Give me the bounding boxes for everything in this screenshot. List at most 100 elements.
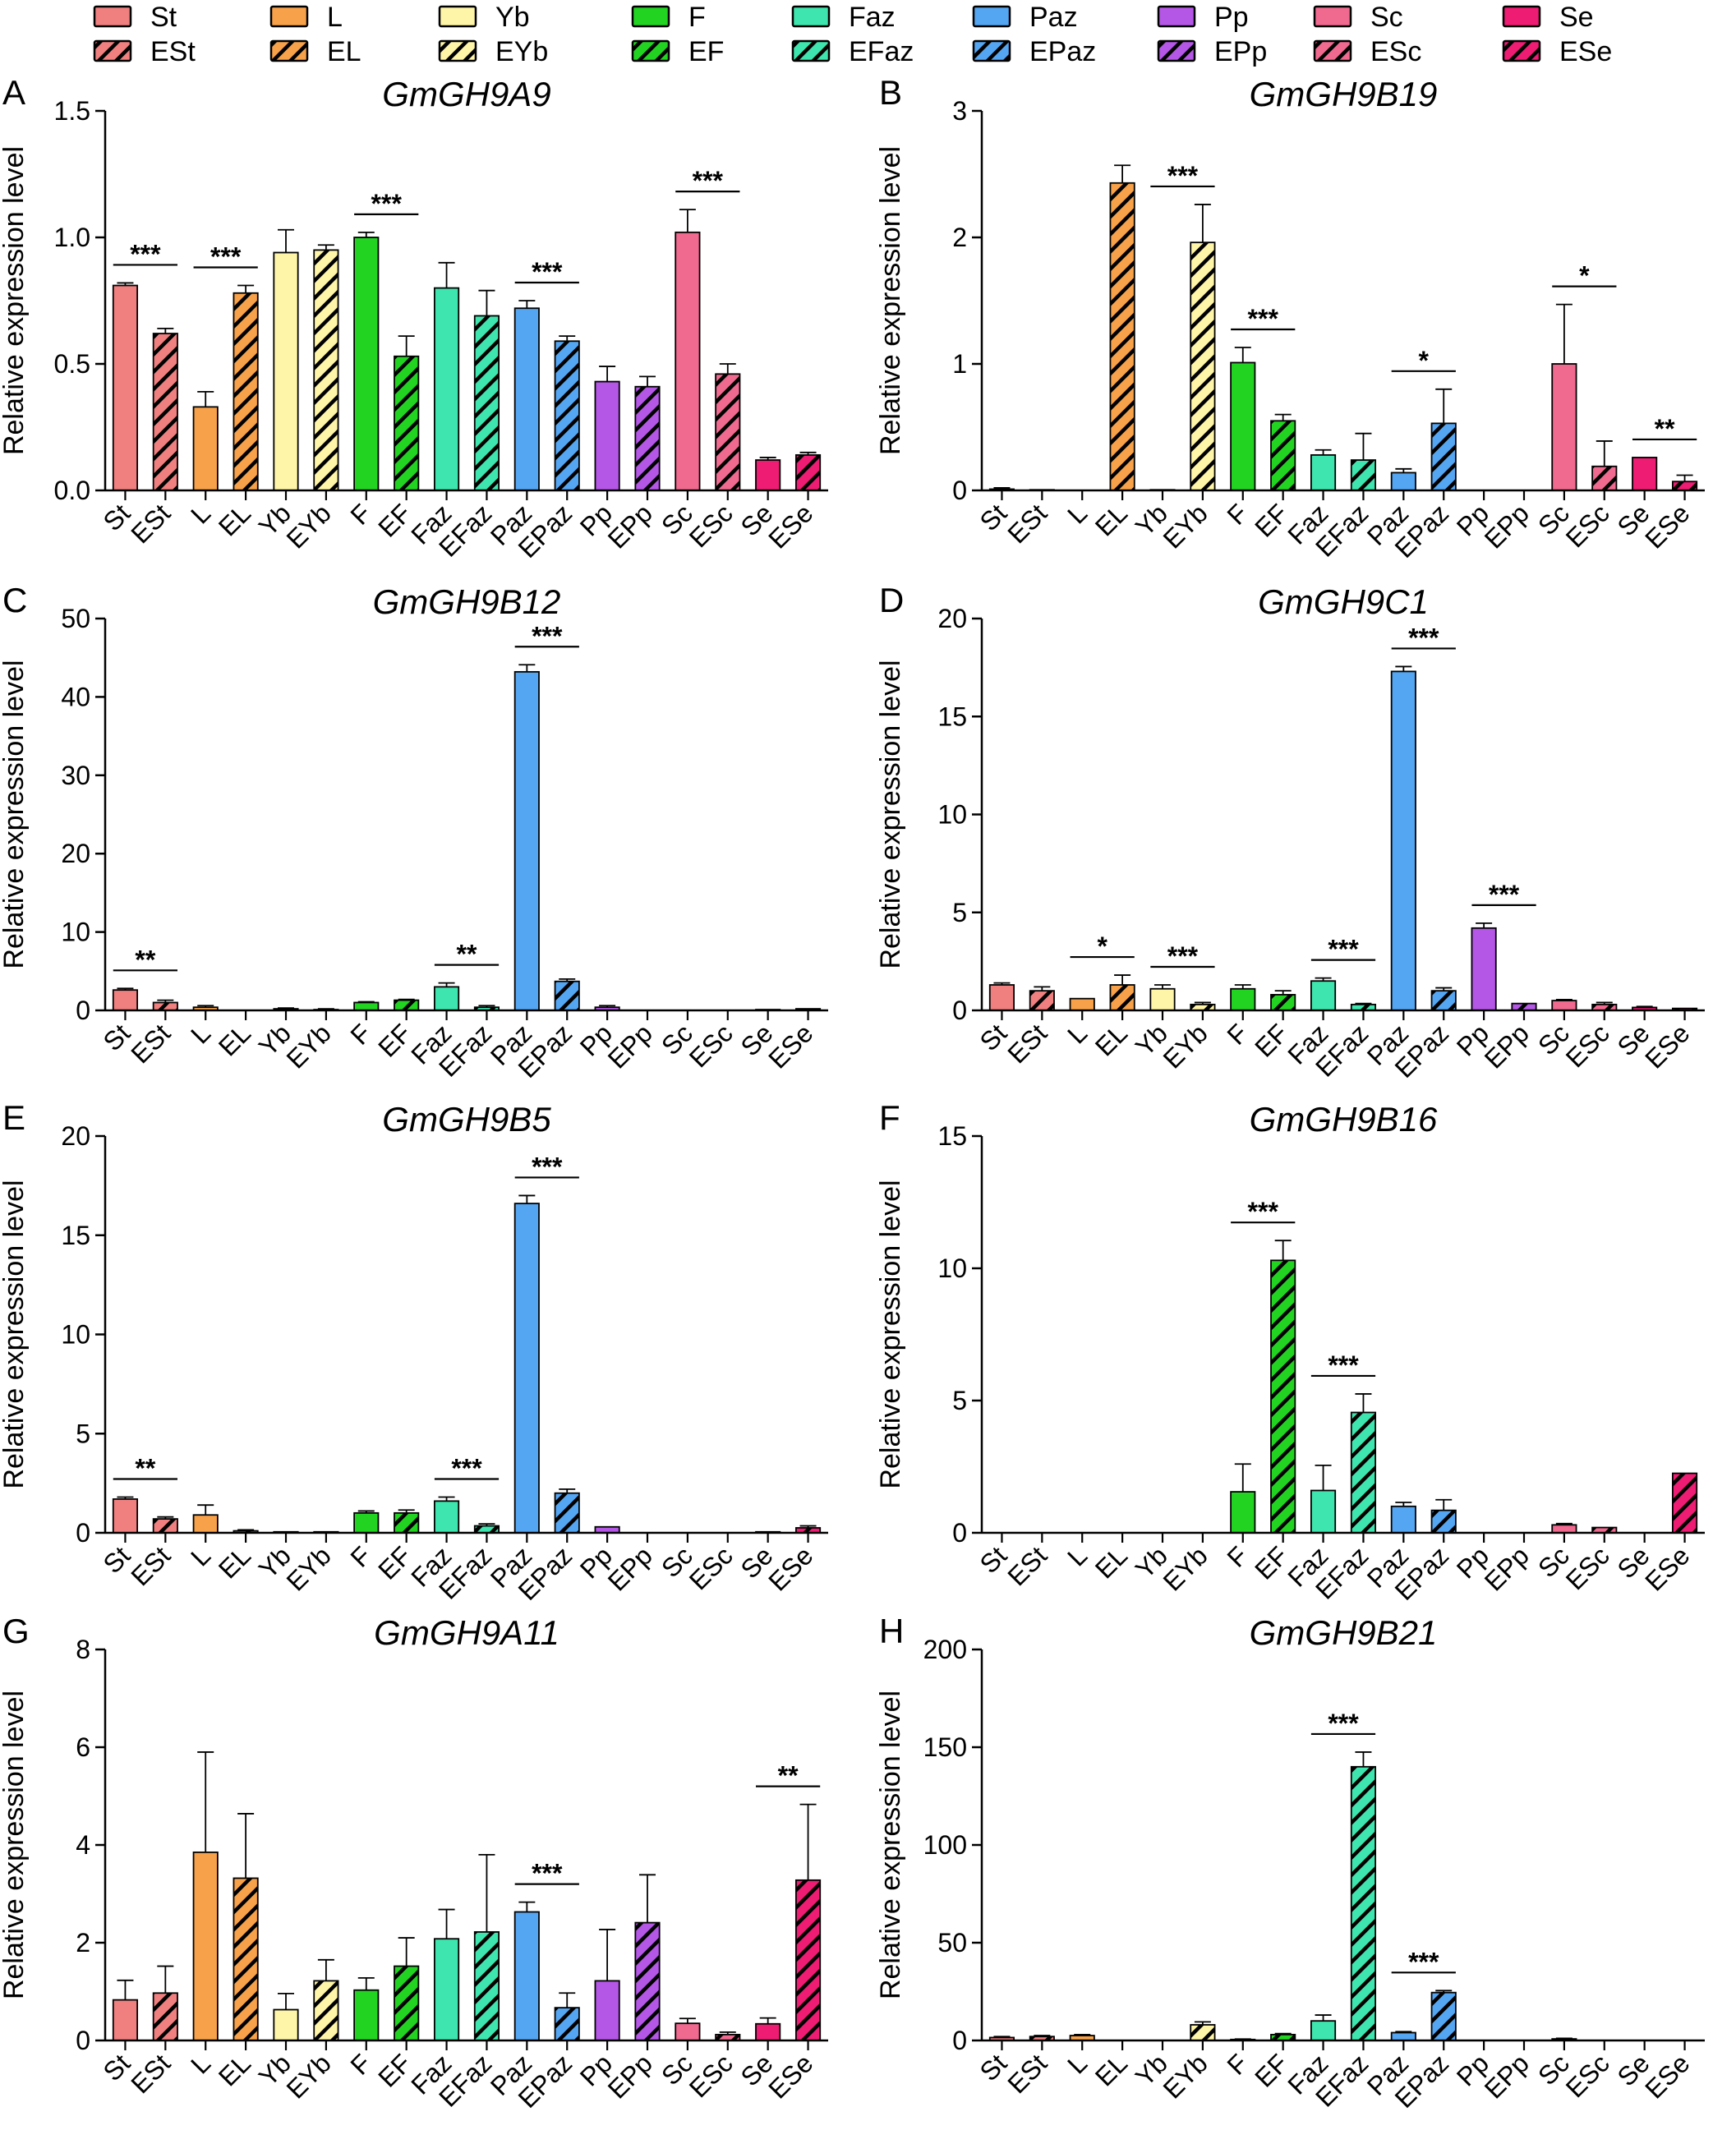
- error-bar-f: [357, 1976, 375, 1990]
- bar-ese: [794, 1879, 822, 2041]
- x-tick-label-esc: ESc: [684, 1018, 739, 1073]
- significance-label: ***: [532, 257, 563, 287]
- x-tick-label-f: F: [1221, 498, 1253, 530]
- legend-item-pp: Pp: [1157, 2, 1249, 33]
- y-tick-label: 20: [61, 839, 90, 868]
- chart-title: GmGH9A11: [374, 1613, 559, 1652]
- bar-el: [1109, 182, 1135, 491]
- x-tick-label-el: EL: [1089, 498, 1133, 541]
- chart-title: GmGH9B5: [382, 1100, 551, 1139]
- bar-epaz: [554, 340, 580, 491]
- significance-marker: *: [1391, 346, 1456, 375]
- legend-swatch: [1502, 39, 1541, 62]
- legend-item-eyb: EYb: [438, 36, 548, 67]
- y-tick-label: 0: [76, 996, 90, 1025]
- x-tick-label-l: L: [1061, 1018, 1093, 1049]
- significance-marker: **: [434, 940, 500, 969]
- bar-sc: [675, 2022, 701, 2041]
- bar-efaz: [473, 315, 500, 491]
- x-tick-label-ese: ESe: [762, 1540, 818, 1596]
- bar-yb: [1149, 987, 1176, 1011]
- error-bar-efaz: [478, 289, 495, 316]
- significance-label: ***: [1408, 1947, 1439, 1976]
- error-bar-yb: [278, 1992, 294, 2010]
- x-tick-label-eyb: EYb: [281, 2048, 337, 2104]
- x-tick-label-el: EL: [213, 498, 256, 541]
- legend-label: St: [150, 2, 177, 33]
- bar-ef: [1270, 994, 1296, 1011]
- error-bar-l: [1074, 2033, 1091, 2036]
- error-bar-faz: [1315, 449, 1332, 455]
- error-bar-epp: [639, 375, 656, 387]
- chart-title: GmGH9B19: [1250, 75, 1438, 113]
- legend-item-sc: Sc: [1313, 2, 1403, 33]
- y-axis-label: Relative expression level: [875, 146, 906, 455]
- y-tick-label: 5: [952, 1386, 967, 1415]
- legend-label: EPaz: [1029, 36, 1096, 67]
- legend-label: ESc: [1370, 36, 1421, 67]
- x-tick-label-eyb: EYb: [1158, 498, 1213, 554]
- x-tick-label-esc: ESc: [1560, 1018, 1615, 1073]
- legend-swatch: [1502, 5, 1541, 28]
- bar-pp: [1471, 927, 1497, 1011]
- error-bar-sc: [1555, 1522, 1573, 1525]
- error-bar-sc: [1555, 998, 1573, 1001]
- error-bar-f: [357, 1510, 375, 1513]
- significance-marker: ***: [1231, 1197, 1296, 1226]
- error-bar-sc: [1555, 2037, 1573, 2040]
- y-tick-label: 10: [937, 800, 967, 830]
- x-tick-label-ef: EF: [1249, 2048, 1293, 2092]
- significance-label: **: [135, 945, 155, 974]
- bar-ef: [1270, 1259, 1296, 1534]
- error-bar-se: [1636, 1005, 1653, 1008]
- x-tick-label-esc: ESc: [1560, 498, 1615, 553]
- error-bar-sc: [1555, 303, 1573, 364]
- legend-item-paz: Paz: [972, 2, 1078, 33]
- error-bar-ef: [1274, 413, 1292, 421]
- panel-letter: F: [879, 1098, 900, 1137]
- y-tick-label: 2: [952, 223, 967, 252]
- error-bar-el: [1114, 974, 1131, 985]
- bar-epaz: [1430, 1991, 1457, 2041]
- significance-label: ***: [1328, 1709, 1359, 1738]
- bar-ef: [1270, 420, 1296, 491]
- legend-swatch: [1157, 39, 1196, 62]
- error-bar-st: [993, 982, 1011, 985]
- y-tick-label: 0.0: [54, 476, 90, 505]
- significance-label: ***: [1167, 161, 1199, 191]
- bar-f: [353, 1511, 380, 1534]
- bar-l: [1069, 997, 1095, 1011]
- x-tick-label-est: ESt: [125, 1540, 176, 1591]
- significance-marker: ***: [1391, 623, 1456, 652]
- bar-st: [112, 284, 139, 491]
- bar-se: [1632, 457, 1658, 491]
- error-bar-ef: [398, 335, 415, 357]
- y-tick-label: 30: [61, 761, 90, 790]
- significance-label: ***: [1328, 935, 1359, 964]
- y-tick-label: 5: [952, 898, 967, 927]
- y-tick-label: 1.5: [54, 96, 90, 126]
- bar-se: [755, 2022, 781, 2041]
- bar-l: [192, 406, 219, 491]
- x-tick-label-l: L: [185, 498, 216, 529]
- bar-epp: [634, 385, 661, 491]
- x-tick-label-est: ESt: [125, 1018, 176, 1069]
- significance-marker: ***: [1471, 880, 1536, 909]
- error-bar-paz: [518, 664, 536, 672]
- error-bar-epaz: [559, 1488, 576, 1493]
- error-bar-pp: [599, 1005, 616, 1008]
- panel-f: F GmGH9B16 Relative expression level 0 5 10 15…: [875, 1098, 1705, 1606]
- legend-label: ESt: [150, 36, 196, 67]
- bar-faz: [433, 1500, 460, 1534]
- legend-label: EFaz: [849, 36, 914, 67]
- legend-swatch: [1313, 39, 1352, 62]
- bar-f: [1230, 1491, 1256, 1534]
- y-tick-label: 200: [923, 1635, 967, 1664]
- bar-ese: [1671, 1472, 1698, 1534]
- y-axis-label: Relative expression level: [0, 1691, 30, 1999]
- error-bar-efaz: [1355, 432, 1372, 461]
- legend-swatch: [631, 39, 670, 62]
- significance-marker: ***: [514, 1152, 579, 1181]
- bar-pp: [594, 1980, 620, 2041]
